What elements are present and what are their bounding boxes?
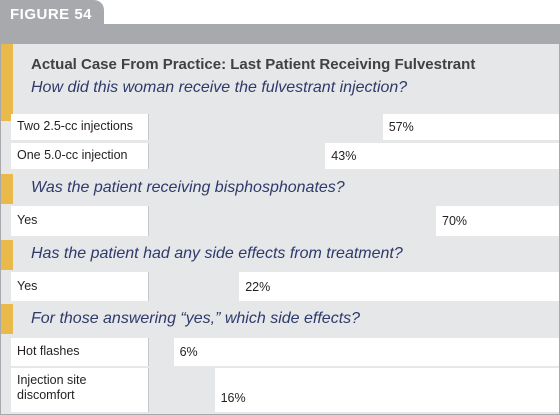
figure-label: FIGURE 54 — [0, 0, 104, 28]
bar-row: Yes 22% — [11, 272, 559, 301]
question-2: Was the patient receiving bisphosphonate… — [31, 179, 345, 196]
value-label: 6% — [179, 345, 198, 359]
bar — [149, 206, 436, 236]
bar — [149, 272, 240, 301]
section-accent — [1, 44, 13, 121]
row-label: Injection site discomfort — [11, 368, 149, 412]
category-label: Injection site discomfort — [17, 373, 87, 402]
row-label: Yes — [11, 206, 149, 236]
bar-row: Hot flashes 6% — [11, 338, 559, 366]
value-label: 57% — [388, 120, 414, 134]
question-1: How did this woman receive the fulvestra… — [31, 79, 408, 96]
value-label: 22% — [245, 280, 271, 294]
chart-frame: Actual Case From Practice: Last Patient … — [0, 44, 560, 415]
section-accent — [1, 174, 13, 204]
value-label: 43% — [331, 149, 357, 163]
bar — [149, 143, 326, 169]
value-label: 16% — [220, 391, 246, 405]
bar-row: Injection site discomfort 16% — [11, 368, 559, 412]
bar — [149, 368, 215, 412]
row-label: Yes — [11, 272, 149, 301]
section-accent — [1, 304, 13, 334]
figure-band — [0, 24, 560, 44]
category-label: One 5.0-cc injection — [17, 148, 128, 162]
bar-row: One 5.0-cc injection 43% — [11, 143, 559, 169]
question-3: Has the patient had any side effects fro… — [31, 245, 403, 262]
category-label: Yes — [17, 279, 38, 293]
category-label: Hot flashes — [17, 344, 80, 358]
row-label: Hot flashes — [11, 338, 149, 366]
question-4: For those answering “yes,” which side ef… — [31, 310, 361, 327]
bar — [149, 338, 174, 366]
row-label: One 5.0-cc injection — [11, 143, 149, 169]
bar-row: Two 2.5-cc injections 57% — [11, 114, 559, 140]
bar — [149, 114, 383, 140]
row-label: Two 2.5-cc injections — [11, 114, 149, 140]
section-accent — [1, 240, 13, 270]
value-label: 70% — [442, 214, 468, 228]
category-label: Two 2.5-cc injections — [17, 119, 134, 133]
bar-row: Yes 70% — [11, 206, 559, 236]
category-label: Yes — [17, 213, 38, 227]
chart-title: Actual Case From Practice: Last Patient … — [31, 56, 476, 73]
